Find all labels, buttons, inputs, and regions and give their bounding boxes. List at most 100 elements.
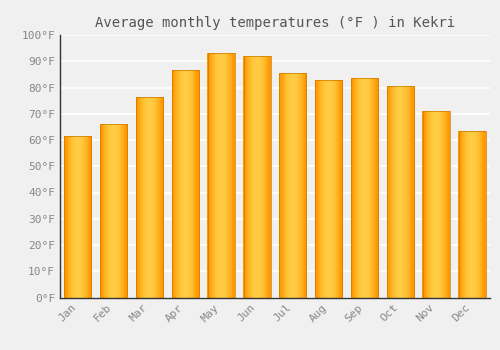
Bar (441, 111, 442, 298)
Bar (300, 73, 302, 298)
Bar (222, 53, 224, 298)
Bar (304, 73, 305, 298)
Bar (268, 56, 269, 298)
Bar (196, 70, 197, 298)
Bar (306, 73, 307, 298)
Bar (186, 70, 187, 298)
Bar (229, 53, 230, 298)
Bar (251, 56, 252, 298)
Bar (332, 80, 333, 298)
Bar (111, 124, 112, 298)
Bar (196, 70, 198, 298)
Bar (324, 80, 325, 298)
Bar (160, 97, 161, 298)
Bar (318, 80, 319, 298)
Bar (146, 97, 147, 298)
Bar (215, 53, 216, 298)
Bar (136, 97, 163, 298)
Bar (464, 131, 466, 298)
Bar (216, 53, 217, 298)
Bar (319, 80, 320, 298)
Bar (74, 136, 75, 298)
Bar (162, 97, 164, 298)
Bar (114, 124, 116, 298)
Bar (304, 73, 306, 298)
Bar (120, 124, 122, 298)
Bar (228, 53, 229, 298)
Bar (475, 131, 476, 298)
Bar (260, 56, 262, 298)
Bar (298, 73, 299, 298)
Bar (351, 78, 378, 298)
Bar (302, 73, 304, 298)
Bar (82, 136, 84, 298)
Bar (258, 56, 260, 298)
Bar (180, 70, 181, 298)
Bar (397, 86, 398, 298)
Bar (400, 86, 401, 298)
Bar (428, 111, 429, 298)
Bar (400, 86, 402, 298)
Bar (402, 86, 404, 298)
Bar (142, 97, 144, 298)
Bar (286, 73, 288, 298)
Bar (435, 111, 436, 298)
Bar (408, 86, 410, 298)
Bar (147, 97, 148, 298)
Bar (109, 124, 110, 298)
Bar (220, 53, 221, 298)
Bar (150, 97, 152, 298)
Bar (406, 86, 407, 298)
Bar (286, 73, 287, 298)
Bar (142, 97, 143, 298)
Bar (402, 86, 403, 298)
Bar (444, 111, 446, 298)
Bar (208, 53, 209, 298)
Bar (122, 124, 123, 298)
Bar (320, 80, 321, 298)
Bar (478, 131, 480, 298)
Bar (438, 111, 440, 298)
Bar (218, 53, 220, 298)
Bar (390, 86, 391, 298)
Bar (136, 97, 137, 298)
Bar (66, 136, 67, 298)
Bar (290, 73, 291, 298)
Bar (443, 111, 444, 298)
Bar (88, 136, 90, 298)
Bar (446, 111, 447, 298)
Bar (116, 124, 117, 298)
Bar (412, 86, 413, 298)
Bar (336, 80, 338, 298)
Bar (246, 56, 247, 298)
Bar (219, 53, 220, 298)
Bar (479, 131, 480, 298)
Bar (100, 124, 101, 298)
Bar (326, 80, 328, 298)
Bar (244, 56, 270, 298)
Bar (184, 70, 185, 298)
Bar (411, 86, 412, 298)
Bar (436, 111, 438, 298)
Bar (392, 86, 393, 298)
Bar (87, 136, 88, 298)
Bar (213, 53, 214, 298)
Bar (195, 70, 196, 298)
Bar (366, 78, 367, 298)
Bar (425, 111, 426, 298)
Title: Average monthly temperatures (°F ) in Kekri: Average monthly temperatures (°F ) in Ke… (95, 16, 455, 30)
Bar (353, 78, 354, 298)
Bar (89, 136, 90, 298)
Bar (442, 111, 444, 298)
Bar (410, 86, 411, 298)
Bar (395, 86, 396, 298)
Bar (231, 53, 232, 298)
Bar (86, 136, 87, 298)
Bar (65, 136, 66, 298)
Bar (316, 80, 342, 298)
Bar (360, 78, 361, 298)
Bar (301, 73, 302, 298)
Bar (72, 136, 74, 298)
Bar (364, 78, 366, 298)
Bar (362, 78, 364, 298)
